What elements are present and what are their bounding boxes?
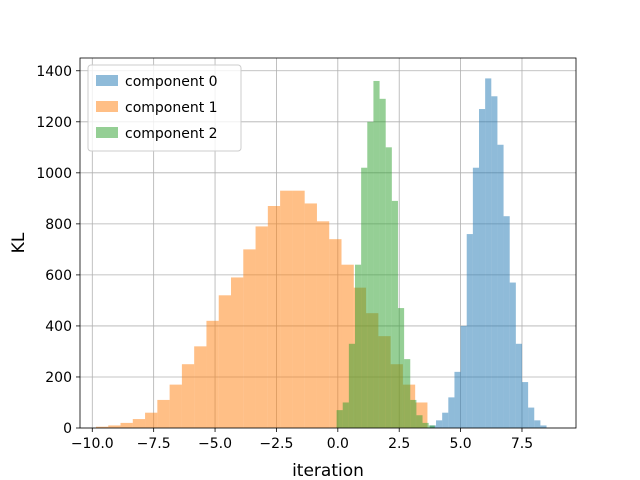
y-tick-label: 0 xyxy=(63,421,72,437)
x-axis-ticks: −10.0 −7.5 −5.0 −2.5 0.0 2.5 5.0 7.5 xyxy=(71,428,533,452)
histogram-bar xyxy=(410,399,417,428)
legend-label: component 0 xyxy=(125,74,218,90)
histogram-bar xyxy=(255,226,268,428)
y-axis-ticks: 0 200 400 600 800 1000 1200 1400 xyxy=(36,64,80,437)
histogram-bar xyxy=(355,264,362,428)
histogram-bar xyxy=(231,277,244,428)
histogram-bar xyxy=(404,359,411,428)
y-tick-label: 200 xyxy=(45,370,72,386)
x-tick-label: 2.5 xyxy=(388,436,410,452)
histogram-bar xyxy=(460,325,467,428)
histogram-bar xyxy=(448,397,455,428)
series-2-bars xyxy=(336,80,435,429)
histogram-bar xyxy=(436,420,443,428)
histogram-bar xyxy=(479,109,486,428)
histogram-bar xyxy=(292,190,305,428)
histogram-bar xyxy=(391,200,398,428)
histogram-bar xyxy=(243,249,256,428)
histogram-bar xyxy=(397,308,405,428)
plot-frame xyxy=(79,57,577,429)
histogram-bar xyxy=(348,343,356,428)
histogram-bar xyxy=(316,221,330,428)
legend-box xyxy=(87,64,242,152)
histogram-bar xyxy=(194,346,207,428)
legend-swatch xyxy=(96,75,118,86)
series-0-bars xyxy=(429,78,547,429)
histogram-bar xyxy=(218,295,232,428)
x-tick-label: −5.0 xyxy=(198,436,232,452)
histogram-bar xyxy=(379,98,386,429)
histogram-bar xyxy=(485,78,492,429)
histogram-bar xyxy=(145,412,158,428)
histogram-bar xyxy=(169,384,182,428)
histogram-bar xyxy=(373,80,380,428)
histogram-bar xyxy=(120,422,133,428)
histogram-bar xyxy=(509,282,516,428)
y-tick-label: 1200 xyxy=(36,115,72,131)
histogram-bar xyxy=(361,167,368,429)
histogram-bar xyxy=(540,425,547,428)
histogram-bar xyxy=(304,203,317,428)
legend-label: component 1 xyxy=(125,100,218,116)
histogram-bar xyxy=(385,147,392,428)
histogram-bar xyxy=(132,419,146,428)
legend-swatch xyxy=(96,127,118,138)
histogram-bar xyxy=(454,371,461,428)
histogram-bar xyxy=(280,190,293,428)
x-tick-label: −7.5 xyxy=(137,436,171,452)
histogram-bar xyxy=(342,402,349,428)
x-tick-label: 7.5 xyxy=(511,436,533,452)
y-tick-label: 1400 xyxy=(36,64,72,80)
histogram-bar xyxy=(367,121,374,429)
histogram-bar xyxy=(491,96,498,428)
histogram-bar xyxy=(521,382,529,428)
histogram-bar xyxy=(267,206,281,428)
y-tick-label: 800 xyxy=(45,217,72,233)
histogram-bar xyxy=(416,415,423,428)
x-tick-label: 5.0 xyxy=(449,436,471,452)
histogram-bar xyxy=(497,144,504,429)
histogram-bar xyxy=(503,216,510,428)
histogram-bars xyxy=(95,78,547,429)
x-axis-label: iteration xyxy=(292,461,364,480)
legend-swatch xyxy=(96,101,118,112)
histogram-bar xyxy=(95,426,109,428)
y-tick-label: 1000 xyxy=(36,166,72,182)
histogram-bar xyxy=(428,425,435,428)
histogram-bar xyxy=(422,422,429,428)
legend: component 0 component 1 component 2 xyxy=(87,64,242,152)
histogram-bar xyxy=(181,364,195,428)
histogram-bar xyxy=(108,425,121,428)
x-tick-label: −2.5 xyxy=(259,436,293,452)
y-axis-label: KL xyxy=(9,232,29,253)
y-tick-label: 400 xyxy=(45,319,72,335)
x-tick-label: −10.0 xyxy=(71,436,114,452)
legend-label: component 2 xyxy=(125,126,218,142)
histogram-bar xyxy=(329,239,342,428)
y-tick-label: 600 xyxy=(45,268,72,284)
histogram-bar xyxy=(336,410,343,428)
x-tick-label: 0.0 xyxy=(327,436,349,452)
histogram-bar xyxy=(515,343,522,428)
histogram-bar xyxy=(206,320,219,428)
histogram-bar xyxy=(528,407,535,428)
histogram-bar xyxy=(472,167,480,429)
histogram-bar xyxy=(157,399,170,428)
histogram-bar xyxy=(442,412,449,428)
histogram-bar xyxy=(466,234,473,428)
histogram-bar xyxy=(534,420,541,428)
